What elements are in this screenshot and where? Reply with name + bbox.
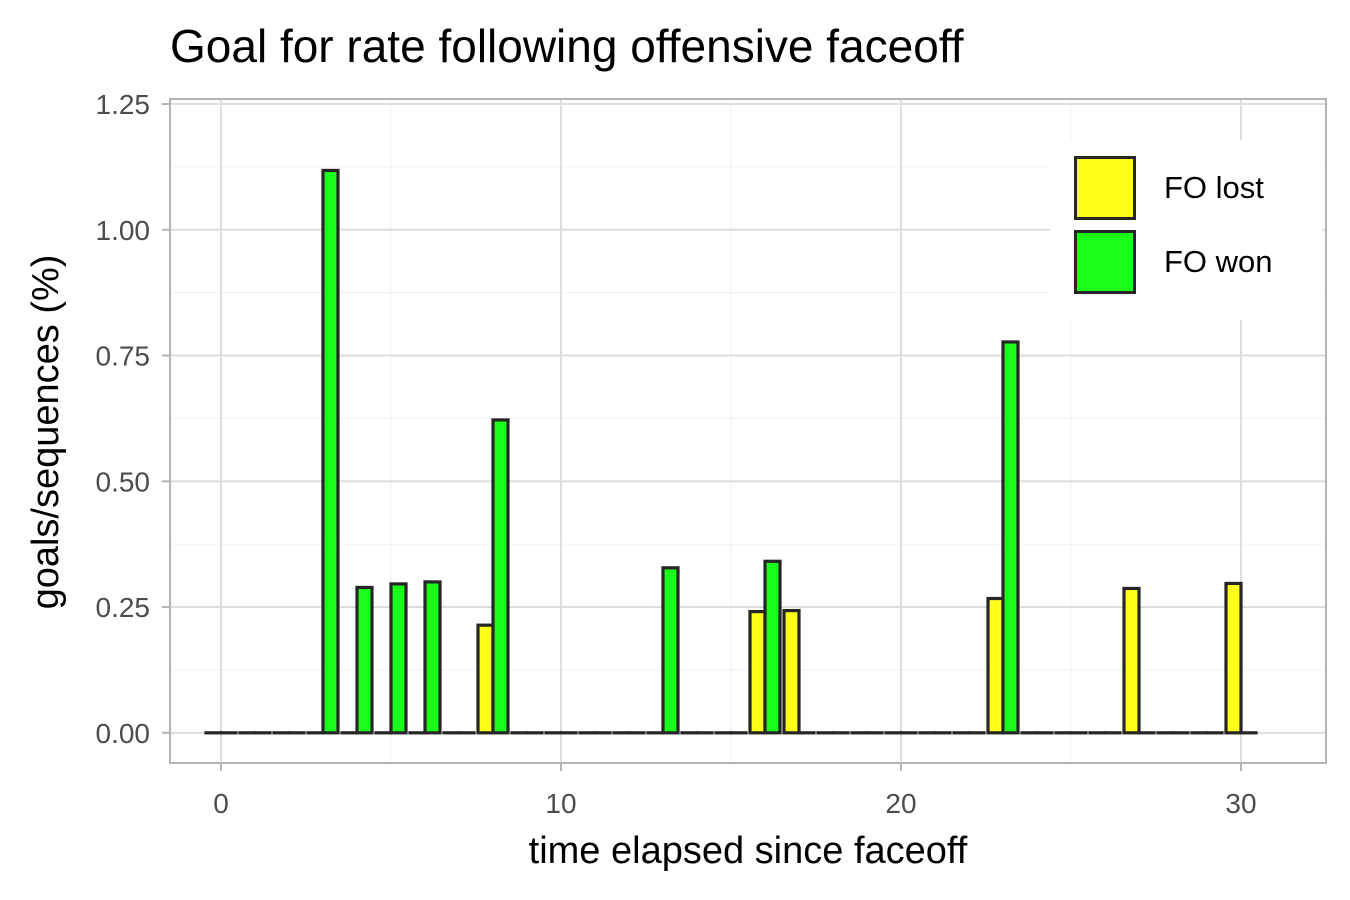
bar-fo-lost [1224,581,1243,735]
legend-label-fo-won: FO won [1164,244,1273,279]
y-tick-label: 1.25 [96,89,151,120]
bar-fo-won [763,559,782,735]
x-axis-title: time elapsed since faceoff [528,830,968,872]
bar-fo-lost [1122,586,1141,735]
y-tick-label: 1.00 [96,215,151,246]
bar-fo-lost [476,623,495,735]
bar-fo-won [661,566,680,735]
legend-item-fo-won: FO won [1074,228,1273,296]
legend-key-fo-won [1074,230,1136,294]
bar-fo-lost [986,596,1005,735]
legend-item-fo-lost: FO lost [1074,154,1264,222]
y-tick-label: 0.00 [96,718,151,749]
y-tick-label: 0.50 [96,466,151,497]
legend-label-fo-lost: FO lost [1164,170,1264,205]
y-tick-label: 0.75 [96,341,151,372]
bar-fo-won [355,585,374,735]
legend-key-fo-lost [1074,156,1136,220]
y-axis-title: goals/sequences (%) [25,254,67,610]
bar-fo-won [389,582,408,735]
x-tick-label: 10 [545,788,576,819]
x-tick-label: 30 [1225,788,1256,819]
bar-fo-won [491,418,510,735]
bar-fo-won [423,580,442,735]
chart-title: Goal for rate following offensive faceof… [170,20,964,72]
y-tick-label: 0.25 [96,592,151,623]
bar-fo-won [321,168,340,735]
panel-border [169,98,1327,764]
x-tick-label: 0 [213,788,229,819]
bar-fo-lost [782,608,801,735]
legend: FO lost FO won [1050,140,1322,320]
bar-fo-lost [748,609,767,735]
x-tick-label: 20 [885,788,916,819]
bar-fo-won [1001,340,1020,735]
